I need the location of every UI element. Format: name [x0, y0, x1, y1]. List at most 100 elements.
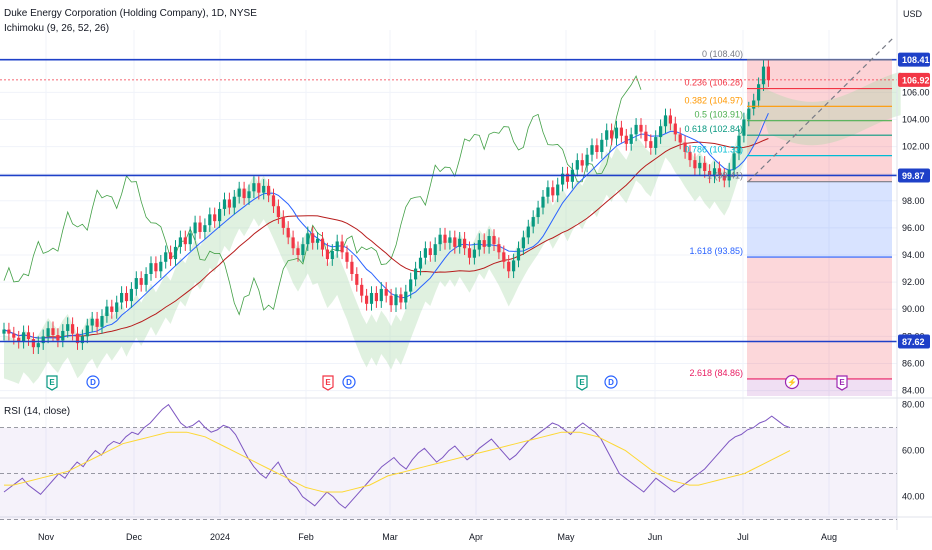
price-label: 108.41: [902, 55, 930, 65]
candle-body: [619, 127, 623, 136]
candle-body: [26, 332, 31, 340]
event-label: D: [608, 378, 614, 387]
fib-label: 1 (99.41): [707, 171, 743, 181]
candle-body: [737, 135, 741, 154]
time-tick: Aug: [821, 532, 837, 542]
candle-body: [350, 261, 354, 274]
price-tick: 98.00: [902, 196, 925, 206]
candle-body: [565, 173, 570, 182]
candle-body: [404, 291, 408, 303]
candle-body: [663, 115, 668, 127]
time-tick: May: [557, 532, 575, 542]
candle-body: [340, 241, 344, 253]
candle-body: [183, 237, 187, 245]
time-tick: 2024: [210, 532, 230, 542]
chart-title: Duke Energy Corporation (Holding Company…: [4, 8, 257, 19]
candle-body: [502, 252, 506, 262]
candle-body: [169, 252, 173, 260]
candle-body: [453, 237, 457, 247]
candle-body: [320, 238, 325, 250]
event-label: ⚡: [787, 377, 797, 387]
event-marker: [604, 375, 618, 389]
candle-body: [414, 268, 418, 280]
fib-label: 0.382 (104.97): [684, 95, 743, 105]
fib-label: 0 (108.40): [702, 49, 743, 59]
candle-body: [7, 329, 11, 334]
candle-body: [178, 237, 182, 247]
candle-body: [222, 199, 227, 209]
candle-body: [624, 135, 628, 144]
price-tick: 92.00: [902, 277, 925, 287]
candle-body: [134, 278, 138, 289]
candle-body: [712, 168, 717, 177]
candle-body: [66, 324, 70, 331]
candle-body: [144, 274, 148, 285]
candle-body: [683, 142, 687, 152]
candle-body: [384, 288, 388, 296]
candle-body: [703, 162, 707, 171]
candle-body: [164, 252, 168, 262]
time-tick: Jul: [737, 532, 749, 542]
candle-body: [678, 134, 682, 143]
candle-body: [379, 288, 383, 302]
event-marker: [322, 375, 334, 391]
rsi-tick: 60.00: [902, 446, 925, 456]
candle-body: [443, 234, 447, 243]
candle-body: [242, 188, 246, 199]
candle-body: [2, 329, 6, 334]
candle-body: [614, 127, 619, 139]
candle-body: [742, 119, 746, 136]
candle-body: [423, 248, 427, 258]
ichimoku-cloud: [4, 71, 901, 384]
event-marker: [342, 375, 356, 389]
fib-label: 0.5 (103.91): [694, 110, 743, 120]
candle-body: [41, 336, 45, 344]
currency-label[interactable]: USD: [903, 9, 923, 19]
candle-body: [51, 328, 55, 335]
candle-body: [188, 233, 192, 245]
rsi-line: [3, 403, 791, 509]
candle-body: [173, 246, 178, 260]
time-tick: Dec: [126, 532, 143, 542]
candle-body: [698, 162, 702, 169]
candle-body: [154, 263, 158, 272]
price-tick: 84.00: [902, 386, 925, 396]
candle-body: [36, 343, 40, 348]
candle-body: [605, 130, 609, 140]
price-tick: 90.00: [902, 304, 925, 314]
candle-body: [120, 292, 124, 303]
time-tick: Mar: [382, 532, 398, 542]
candle-body: [12, 333, 16, 338]
candle-body: [71, 324, 75, 334]
candle-body: [276, 206, 280, 218]
price-tick: 96.00: [902, 223, 925, 233]
candle-body: [203, 225, 207, 232]
candle-body: [61, 330, 65, 341]
candles: [2, 59, 770, 354]
candle-body: [580, 160, 584, 166]
rsi-tick: 40.00: [902, 492, 925, 502]
fib-label: 0.236 (106.28): [684, 78, 743, 88]
candle-body: [487, 236, 491, 247]
candle-body: [227, 199, 231, 208]
candle-body: [639, 124, 643, 132]
candle-body: [46, 328, 50, 337]
indicator-label[interactable]: Ichimoku (9, 26, 52, 26): [4, 23, 110, 34]
event-marker: [46, 375, 58, 391]
event-marker: [836, 375, 848, 391]
candle-body: [213, 214, 217, 222]
candle-body: [708, 170, 712, 177]
candle-body: [257, 183, 261, 193]
candle-body: [159, 261, 163, 272]
rsi-tick: 80.00: [902, 400, 925, 410]
candle-body: [75, 333, 80, 344]
rsi-label[interactable]: RSI (14, close): [4, 406, 71, 417]
fib-zone: [747, 378, 892, 396]
candle-body: [761, 66, 766, 85]
candle-body: [208, 214, 212, 226]
candle-body: [399, 294, 403, 303]
candle-body: [56, 335, 60, 341]
candle-body: [198, 222, 202, 232]
time-tick: Feb: [298, 532, 314, 542]
